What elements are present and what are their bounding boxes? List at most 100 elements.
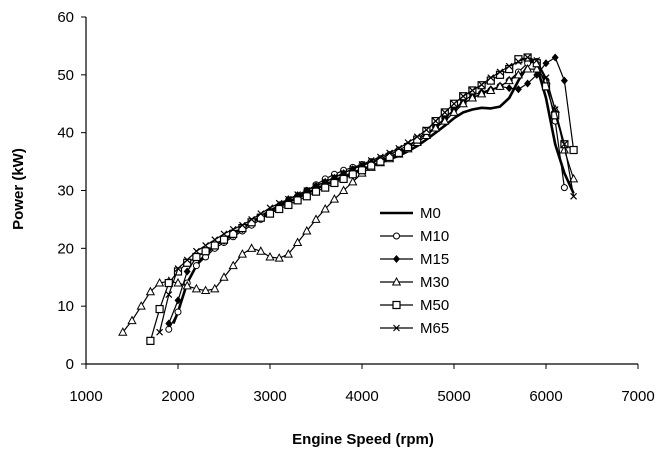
data-point — [164, 278, 173, 288]
data-point — [201, 247, 210, 256]
x-tick-label: 4000 — [345, 388, 378, 405]
series-line — [168, 56, 575, 324]
data-point — [376, 157, 385, 166]
data-point — [568, 173, 579, 183]
data-point — [302, 192, 311, 201]
data-point — [312, 182, 320, 190]
data-point — [422, 126, 431, 136]
data-point — [348, 176, 358, 186]
data-point — [514, 55, 523, 64]
data-point — [386, 149, 394, 157]
data-point — [393, 232, 400, 240]
data-point — [146, 336, 155, 345]
data-point — [246, 243, 257, 252]
data-point — [395, 144, 403, 152]
data-point — [174, 308, 182, 316]
data-point — [569, 145, 578, 155]
data-point — [266, 204, 274, 212]
data-point — [156, 328, 164, 336]
data-point — [524, 79, 532, 88]
data-point — [467, 92, 478, 102]
y-tick-label: 50 — [57, 67, 74, 84]
data-point — [311, 214, 321, 223]
data-point — [191, 283, 202, 293]
data-point — [329, 194, 340, 203]
data-point — [219, 272, 229, 281]
data-point — [294, 191, 302, 198]
data-point — [303, 187, 311, 194]
data-point — [321, 183, 330, 192]
data-point — [422, 126, 430, 134]
data-point — [413, 133, 421, 141]
data-point — [211, 236, 219, 244]
data-point — [393, 255, 400, 263]
data-point — [339, 174, 348, 184]
data-point — [551, 53, 559, 62]
data-point — [182, 280, 192, 290]
data-point — [505, 84, 513, 93]
data-point — [229, 225, 237, 233]
data-point — [257, 210, 265, 218]
data-point — [183, 256, 191, 264]
data-point — [275, 199, 283, 207]
data-point — [293, 196, 302, 205]
data-point — [551, 106, 559, 113]
legend-label: M10 — [420, 228, 449, 245]
data-point — [220, 230, 228, 238]
data-point — [183, 267, 191, 276]
legend-item-m15: M15 — [380, 251, 449, 268]
data-point — [219, 235, 229, 244]
data-point — [449, 107, 459, 116]
data-point — [274, 253, 284, 262]
y-tick-label: 60 — [57, 9, 74, 26]
data-point — [440, 116, 450, 125]
legend-item-m0: M0 — [380, 205, 441, 222]
data-point — [505, 62, 513, 70]
series-m15 — [165, 53, 578, 328]
data-point — [265, 251, 275, 261]
legend-label: M15 — [420, 251, 449, 268]
data-point — [229, 229, 238, 238]
data-point — [302, 225, 312, 235]
data-point — [394, 148, 403, 158]
data-point — [192, 262, 200, 270]
data-point — [338, 185, 349, 194]
data-point — [541, 82, 551, 91]
data-point — [504, 75, 514, 85]
data-point — [458, 98, 468, 108]
data-point — [210, 283, 220, 293]
data-point — [392, 300, 401, 310]
x-axis-ticks: 1000 2000 3000 4000 5000 6000 7000 — [69, 364, 655, 405]
data-point — [192, 252, 201, 262]
data-point — [486, 85, 496, 94]
legend-item-m65: M65 — [380, 320, 449, 337]
data-point — [560, 140, 568, 148]
series-line — [172, 59, 575, 324]
data-point — [441, 109, 449, 116]
legend-label: M65 — [420, 320, 449, 337]
legend-label: M0 — [420, 205, 441, 222]
x-tick-label: 6000 — [529, 388, 562, 405]
data-point — [542, 59, 550, 68]
series-m50 — [146, 53, 578, 345]
x-tick-label: 3000 — [253, 388, 286, 405]
data-point — [330, 173, 338, 181]
data-point — [476, 88, 487, 98]
data-point — [127, 315, 137, 325]
x-tick-label: 2000 — [161, 388, 194, 405]
series-m30 — [118, 64, 579, 336]
data-point — [432, 117, 440, 125]
data-point — [533, 70, 541, 79]
data-point — [487, 74, 495, 82]
data-point — [237, 249, 248, 258]
data-point — [136, 301, 146, 310]
data-point — [145, 286, 156, 296]
x-axis-title: Engine Speed (rpm) — [292, 431, 434, 448]
data-point — [265, 209, 275, 218]
series-line — [149, 56, 574, 342]
data-point — [349, 165, 357, 172]
data-point — [155, 304, 164, 314]
data-point — [524, 54, 532, 61]
data-point — [533, 56, 541, 64]
